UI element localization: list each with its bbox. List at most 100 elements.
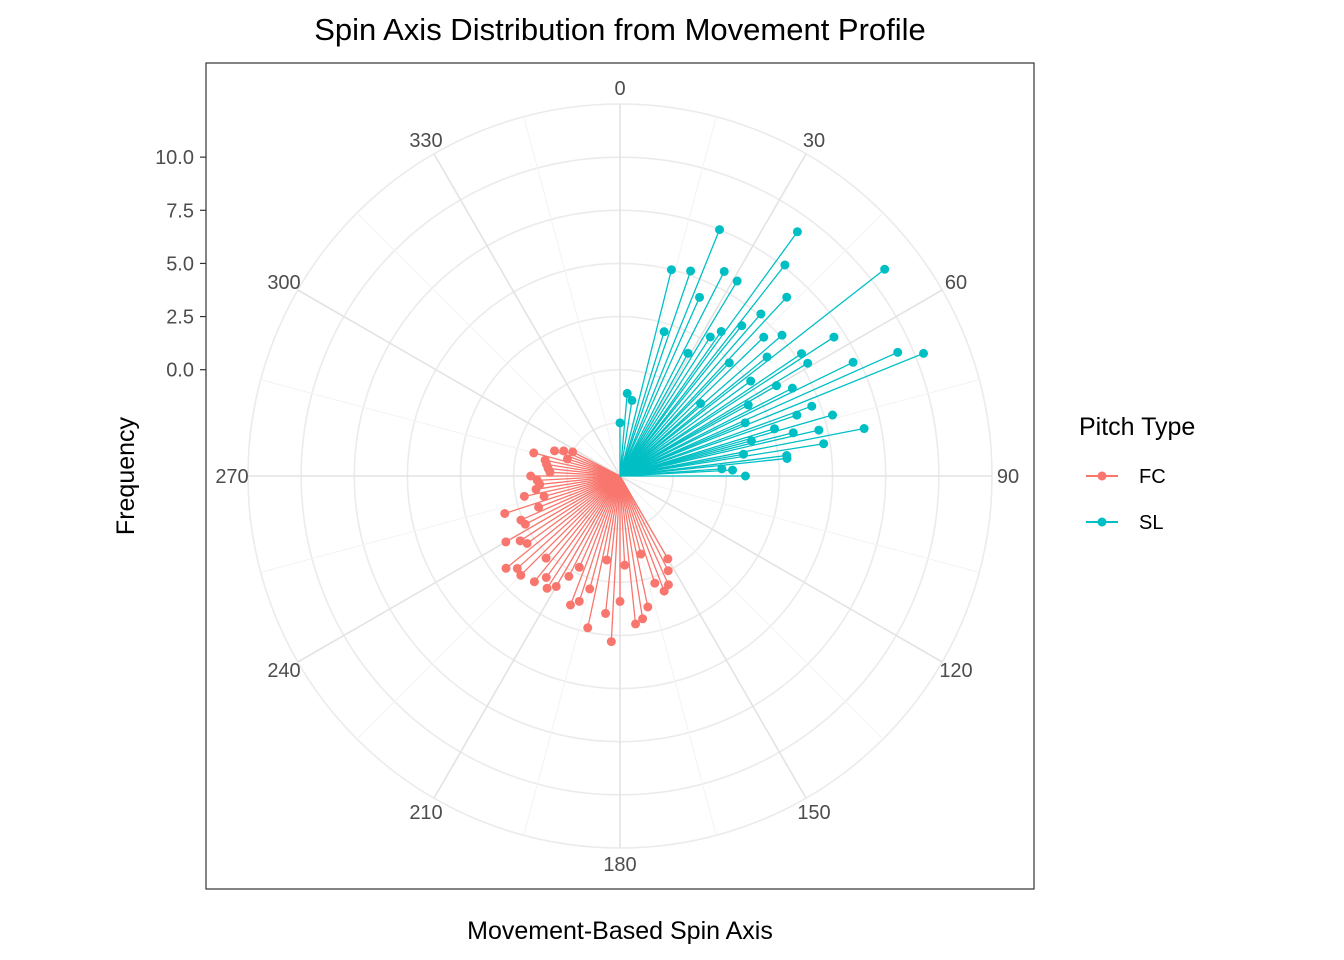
point-sl-48 bbox=[728, 465, 738, 475]
point-sl-31 bbox=[848, 357, 858, 367]
point-fc-15 bbox=[585, 584, 595, 594]
stem-sl-31 bbox=[619, 361, 854, 477]
point-fc-7 bbox=[638, 614, 648, 624]
stem-sl-4 bbox=[619, 331, 665, 477]
stem-fc-25 bbox=[520, 475, 621, 576]
point-fc-23 bbox=[529, 577, 539, 587]
point-sl-25 bbox=[797, 349, 807, 359]
grid-spoke-345 bbox=[523, 116, 621, 477]
radial-axis: 0.0 2.5 5.0 7.5 10.0 bbox=[155, 147, 206, 382]
point-fc-35 bbox=[539, 491, 549, 501]
point-sl-8 bbox=[719, 266, 729, 276]
point-sl-18 bbox=[724, 358, 734, 368]
point-fc-30 bbox=[501, 537, 511, 547]
point-sl-14 bbox=[780, 260, 790, 270]
stem-fc-13 bbox=[606, 475, 621, 561]
legend-key-point-sl bbox=[1097, 517, 1107, 527]
point-fc-36 bbox=[519, 491, 529, 501]
point-sl-17 bbox=[782, 292, 792, 302]
point-sl-30 bbox=[787, 383, 797, 393]
stem-fc-8 bbox=[619, 475, 637, 625]
stem-fc-18 bbox=[578, 475, 621, 568]
point-sl-21 bbox=[777, 330, 787, 340]
stem-sl-24 bbox=[619, 380, 752, 477]
panel-border bbox=[205, 62, 1035, 890]
stem-fc-26 bbox=[516, 475, 621, 569]
point-fc-11 bbox=[606, 637, 616, 647]
point-sl-41 bbox=[814, 425, 824, 435]
angle-tick-label-270: 270 bbox=[215, 466, 248, 488]
point-fc-32 bbox=[516, 515, 526, 525]
stem-sl-26 bbox=[619, 336, 835, 477]
legend-label-fc: FC bbox=[1139, 466, 1166, 488]
point-sl-2 bbox=[627, 395, 637, 405]
stem-sl-10 bbox=[619, 280, 738, 477]
point-fc-0 bbox=[663, 554, 673, 564]
grid-spoke-45 bbox=[619, 212, 884, 477]
point-fc-46 bbox=[562, 454, 572, 464]
stem-fc-44 bbox=[545, 459, 621, 477]
stem-fc-27 bbox=[505, 475, 621, 569]
legend-label-sl: SL bbox=[1139, 512, 1163, 534]
point-fc-13 bbox=[602, 555, 612, 565]
point-sl-40 bbox=[788, 428, 798, 438]
point-sl-26 bbox=[829, 332, 839, 342]
point-fc-27 bbox=[501, 563, 511, 573]
r-tick-label-1: 2.5 bbox=[166, 307, 194, 329]
point-sl-33 bbox=[740, 418, 750, 428]
stem-fc-24 bbox=[545, 475, 621, 559]
point-sl-47 bbox=[717, 464, 727, 474]
angle-tick-label-0: 0 bbox=[614, 78, 625, 100]
stem-fc-29 bbox=[519, 475, 621, 542]
stem-fc-39 bbox=[537, 475, 621, 481]
stem-fc-28 bbox=[526, 475, 621, 544]
point-fc-48 bbox=[559, 446, 569, 456]
legend: Pitch Type FC SL bbox=[1079, 413, 1195, 534]
stem-sl-18 bbox=[619, 362, 730, 477]
stem-fc-1 bbox=[619, 475, 669, 571]
point-sl-16 bbox=[756, 309, 766, 319]
stem-fc-37 bbox=[535, 475, 621, 490]
point-sl-0 bbox=[615, 418, 625, 428]
point-fc-18 bbox=[574, 562, 584, 572]
grid-spoke-135 bbox=[619, 475, 884, 740]
point-sl-20 bbox=[696, 398, 706, 408]
angle-tick-label-150: 150 bbox=[797, 802, 830, 824]
point-sl-6 bbox=[715, 225, 725, 235]
grid-spoke-120 bbox=[619, 475, 943, 663]
legend-item-sl: SL bbox=[1086, 512, 1163, 534]
stem-sl-29 bbox=[619, 404, 749, 477]
stem-fc-38 bbox=[539, 475, 621, 486]
point-fc-21 bbox=[542, 583, 552, 593]
point-sl-15 bbox=[737, 321, 747, 331]
stem-fc-5 bbox=[619, 475, 642, 555]
stem-sl-14 bbox=[619, 264, 786, 477]
point-fc-6 bbox=[643, 602, 653, 612]
point-sl-39 bbox=[746, 436, 756, 446]
angle-tick-labels: 0 30 60 90 120 150 180 210 240 270 300 330 bbox=[215, 78, 1019, 876]
stem-sl-44 bbox=[619, 443, 824, 477]
point-sl-12 bbox=[716, 326, 726, 336]
point-sl-35 bbox=[807, 401, 817, 411]
point-fc-17 bbox=[565, 600, 575, 610]
point-fc-25 bbox=[516, 570, 526, 580]
point-fc-39 bbox=[532, 475, 542, 485]
stem-sl-19 bbox=[619, 336, 765, 477]
point-sl-46 bbox=[782, 453, 792, 463]
x-axis-title: Movement-Based Spin Axis bbox=[467, 917, 773, 945]
point-sl-10 bbox=[732, 276, 742, 286]
point-sl-1 bbox=[622, 388, 632, 398]
point-sl-44 bbox=[819, 439, 829, 449]
stem-fc-9 bbox=[619, 475, 626, 566]
point-fc-22 bbox=[541, 572, 551, 582]
r-tick-label-2: 5.0 bbox=[166, 253, 194, 275]
stem-fc-6 bbox=[619, 475, 649, 608]
grid-spoke-315 bbox=[356, 212, 621, 477]
point-sl-36 bbox=[792, 410, 802, 420]
point-fc-49 bbox=[568, 447, 578, 457]
chart-title: Spin Axis Distribution from Movement Pro… bbox=[314, 12, 926, 47]
stem-fc-17 bbox=[569, 475, 621, 606]
stem-sl-36 bbox=[619, 414, 798, 477]
stem-sl-9 bbox=[619, 352, 689, 477]
angle-tick-label-330: 330 bbox=[409, 130, 442, 152]
